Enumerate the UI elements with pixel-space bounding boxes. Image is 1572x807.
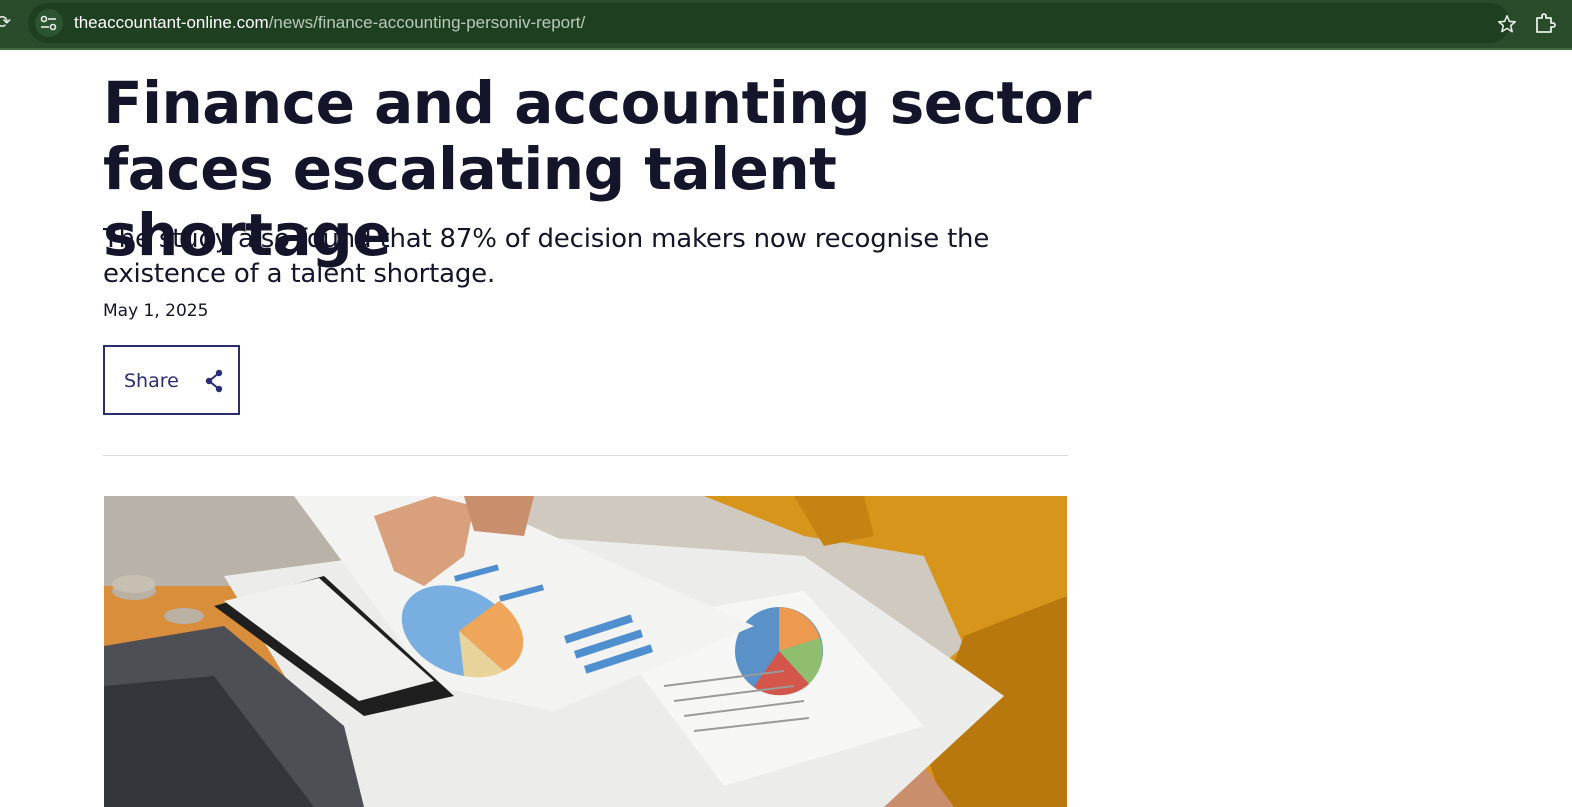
- star-icon[interactable]: [1496, 13, 1518, 35]
- url-path: /news/finance-accounting-personiv-report…: [268, 13, 586, 32]
- extensions-icon[interactable]: [1533, 11, 1557, 35]
- article-headline: Finance and accounting sector faces esca…: [103, 69, 1092, 269]
- url-text[interactable]: theaccountant-online.com/news/finance-ac…: [74, 13, 585, 33]
- hero-illustration: [104, 496, 1067, 807]
- reload-icon[interactable]: ⟳: [0, 12, 12, 32]
- section-divider: [103, 455, 1068, 456]
- hero-image: [104, 496, 1067, 807]
- tune-icon: [40, 15, 57, 31]
- share-label: Share: [124, 370, 179, 392]
- article-standfirst: The study also found that 87% of decisio…: [103, 224, 990, 289]
- url-domain: theaccountant-online.com: [74, 13, 269, 32]
- address-bar[interactable]: theaccountant-online.com/news/finance-ac…: [28, 3, 1517, 43]
- share-button[interactable]: Share: [103, 345, 240, 415]
- site-info-button[interactable]: [35, 9, 63, 37]
- publish-date: May 1, 2025: [103, 301, 209, 321]
- browser-toolbar: ⟳ theaccountant-online.com/news/finance-…: [0, 0, 1572, 50]
- share-icon: [205, 369, 223, 393]
